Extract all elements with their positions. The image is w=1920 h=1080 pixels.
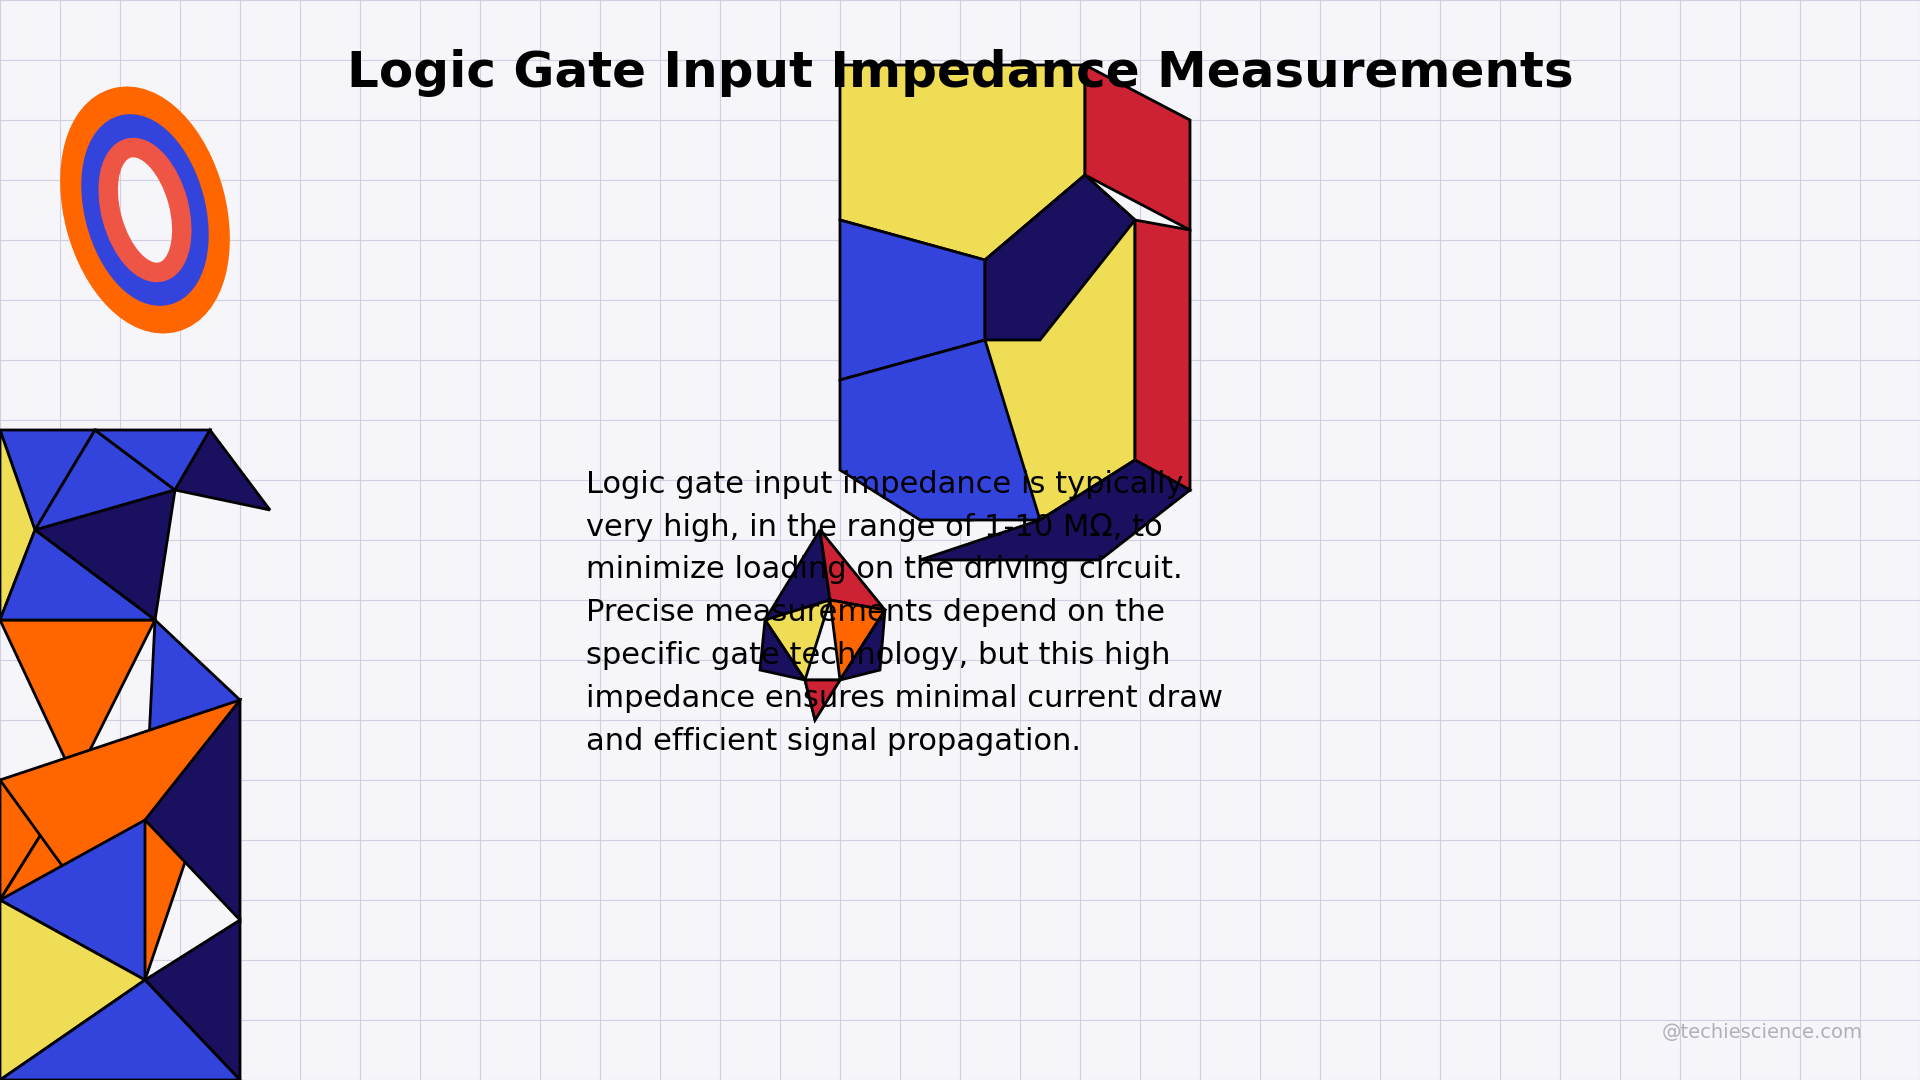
Text: Logic gate input impedance is typically
very high, in the range of 1-10 MΩ, to
m: Logic gate input impedance is typically …: [586, 470, 1223, 756]
Polygon shape: [841, 340, 1041, 519]
Polygon shape: [146, 700, 240, 920]
Polygon shape: [146, 620, 240, 820]
Polygon shape: [35, 430, 175, 530]
Polygon shape: [841, 610, 885, 680]
Polygon shape: [94, 430, 209, 490]
Polygon shape: [0, 700, 240, 980]
Polygon shape: [804, 680, 841, 720]
Polygon shape: [764, 600, 829, 680]
Polygon shape: [0, 900, 146, 1080]
Polygon shape: [0, 430, 94, 530]
Polygon shape: [985, 175, 1135, 519]
Polygon shape: [0, 780, 75, 900]
Polygon shape: [920, 460, 1190, 561]
Polygon shape: [760, 620, 804, 680]
Polygon shape: [829, 600, 885, 680]
Polygon shape: [0, 780, 75, 950]
Polygon shape: [0, 980, 240, 1080]
Polygon shape: [35, 490, 175, 620]
Polygon shape: [0, 530, 156, 620]
Polygon shape: [1085, 65, 1190, 230]
Text: Logic Gate Input Impedance Measurements: Logic Gate Input Impedance Measurements: [348, 49, 1572, 96]
Polygon shape: [804, 680, 841, 720]
Polygon shape: [1135, 220, 1190, 490]
Polygon shape: [0, 620, 156, 780]
Polygon shape: [0, 430, 35, 620]
Polygon shape: [820, 530, 885, 610]
Polygon shape: [764, 530, 829, 620]
Polygon shape: [146, 920, 240, 1080]
Polygon shape: [0, 820, 146, 980]
Polygon shape: [841, 65, 1085, 260]
Text: @techiescience.com: @techiescience.com: [1661, 1023, 1862, 1042]
Polygon shape: [985, 175, 1135, 340]
Polygon shape: [841, 220, 985, 380]
Polygon shape: [75, 780, 146, 950]
Polygon shape: [175, 430, 271, 510]
